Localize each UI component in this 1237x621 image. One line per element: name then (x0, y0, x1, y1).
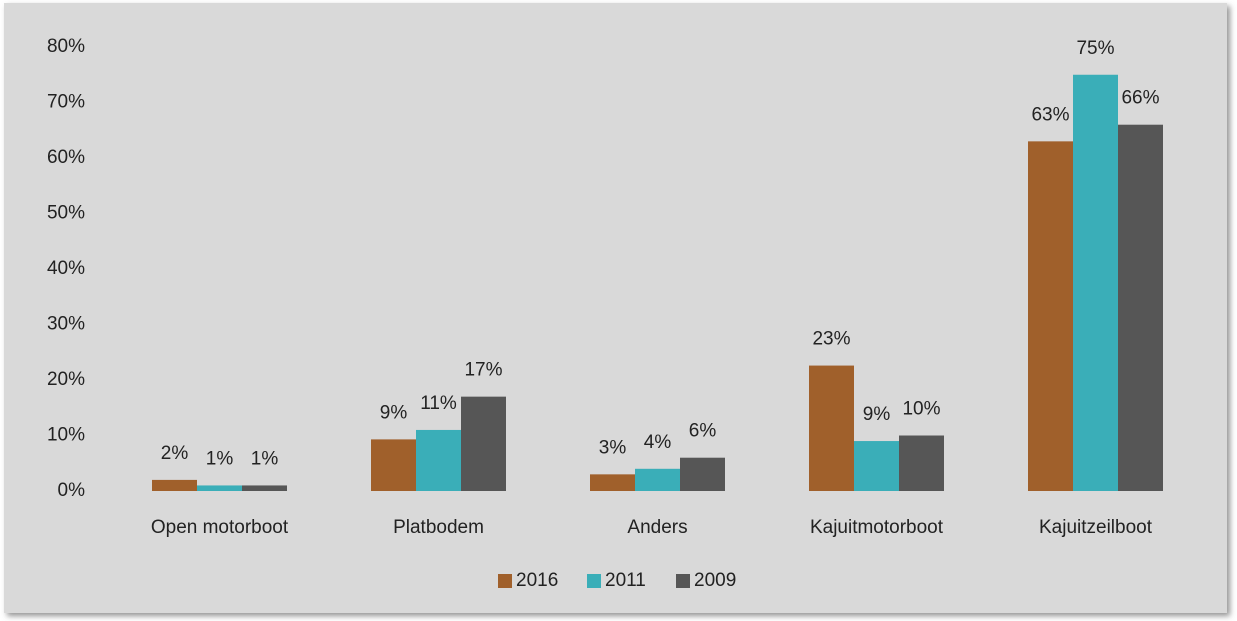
y-tick-label: 20% (47, 369, 85, 390)
data-label: 4% (644, 432, 672, 453)
y-tick-label: 30% (47, 314, 85, 335)
x-tick-label: Platbodem (393, 517, 484, 538)
legend-label: 2016 (516, 570, 558, 591)
y-tick-label: 0% (58, 480, 86, 501)
legend-label: 2011 (605, 570, 646, 591)
y-tick-label: 80% (47, 36, 85, 57)
data-label: 23% (812, 329, 850, 350)
data-label: 6% (689, 421, 717, 442)
y-tick-label: 10% (47, 425, 85, 446)
bar (416, 429, 461, 491)
y-tick-label: 40% (47, 258, 85, 279)
data-label: 9% (380, 402, 408, 423)
bar (854, 441, 899, 491)
data-label: 66% (1121, 88, 1159, 109)
data-label: 11% (420, 393, 457, 414)
x-tick-label: Kajuitmotorboot (810, 517, 944, 538)
bar (371, 439, 416, 491)
bar (461, 396, 506, 491)
bar (590, 474, 635, 491)
bar (899, 435, 944, 491)
data-label: 10% (902, 399, 940, 420)
chart-background (4, 3, 1227, 613)
y-tick-label: 50% (47, 203, 85, 224)
legend-swatch (498, 574, 512, 588)
y-tick-label: 70% (47, 92, 85, 113)
legend-swatch (676, 574, 690, 588)
bar (1118, 124, 1163, 491)
y-tick-label: 60% (47, 147, 85, 168)
data-label: 1% (206, 448, 234, 469)
x-tick-label: Anders (627, 517, 687, 538)
legend-swatch (587, 574, 601, 588)
x-tick-label: Kajuitzeilboot (1039, 517, 1153, 538)
x-tick-label: Open motorboot (151, 517, 289, 538)
bar (635, 468, 680, 491)
bar (809, 365, 854, 491)
data-label: 17% (464, 360, 502, 381)
data-label: 75% (1076, 38, 1114, 59)
bar (680, 457, 725, 491)
data-label: 1% (251, 448, 279, 469)
data-label: 3% (599, 437, 627, 458)
bar (1073, 74, 1118, 491)
data-label: 9% (863, 404, 891, 425)
bar (1028, 141, 1073, 491)
bar (197, 485, 242, 491)
bar (242, 485, 287, 491)
bar (152, 479, 197, 491)
data-label: 2% (161, 443, 189, 464)
legend-label: 2009 (694, 570, 736, 591)
data-label: 63% (1031, 104, 1069, 125)
